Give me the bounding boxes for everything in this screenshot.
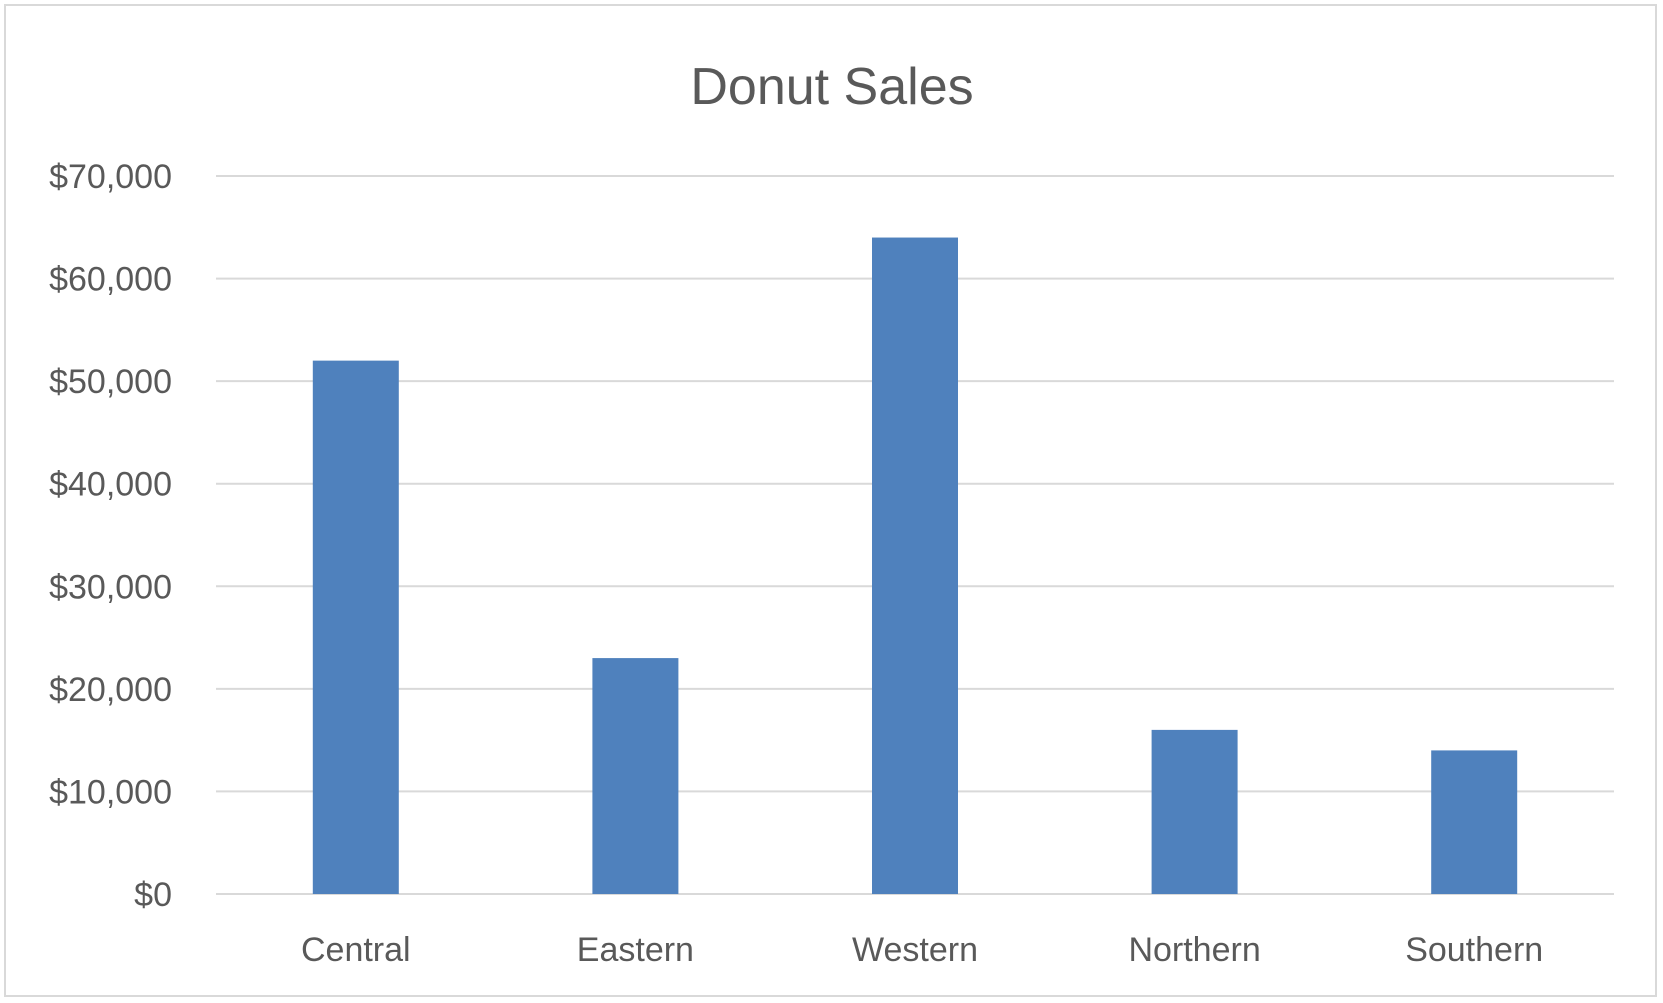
y-axis-tick-labels: $0 $10,000 $20,000 $30,000 $40,000 $50,000 $60…	[49, 158, 172, 914]
y-tick-label: $30,000	[49, 568, 172, 606]
chart-title: Donut Sales	[690, 58, 973, 116]
bar-southern	[1431, 750, 1518, 894]
bar-central	[312, 360, 399, 895]
y-tick-label: $50,000	[49, 363, 172, 401]
x-tick-label: Southern	[1405, 931, 1543, 969]
bars	[312, 237, 1518, 895]
y-tick-label: $70,000	[49, 158, 172, 196]
x-tick-label: Northern	[1128, 931, 1260, 969]
x-tick-label: Central	[301, 931, 411, 969]
bar-eastern	[592, 658, 679, 894]
bar-northern	[1151, 729, 1238, 894]
x-tick-label: Eastern	[577, 931, 694, 969]
y-tick-label: $10,000	[49, 773, 172, 811]
x-tick-label: Western	[852, 931, 978, 969]
bar-western	[872, 237, 958, 895]
y-tick-label: $60,000	[49, 261, 172, 299]
x-axis-tick-labels: Central Eastern Western Northern Southern	[301, 931, 1543, 969]
bar-chart: Donut Sales $0 $10,000 $20,000 $30,000 $40,0…	[49, 58, 1614, 969]
y-tick-label: $40,000	[49, 466, 172, 504]
chart-area: Donut Sales $0 $10,000 $20,000 $30,000 $40,0…	[4, 4, 1657, 997]
y-tick-label: $20,000	[49, 671, 172, 709]
y-tick-label: $0	[134, 876, 172, 914]
